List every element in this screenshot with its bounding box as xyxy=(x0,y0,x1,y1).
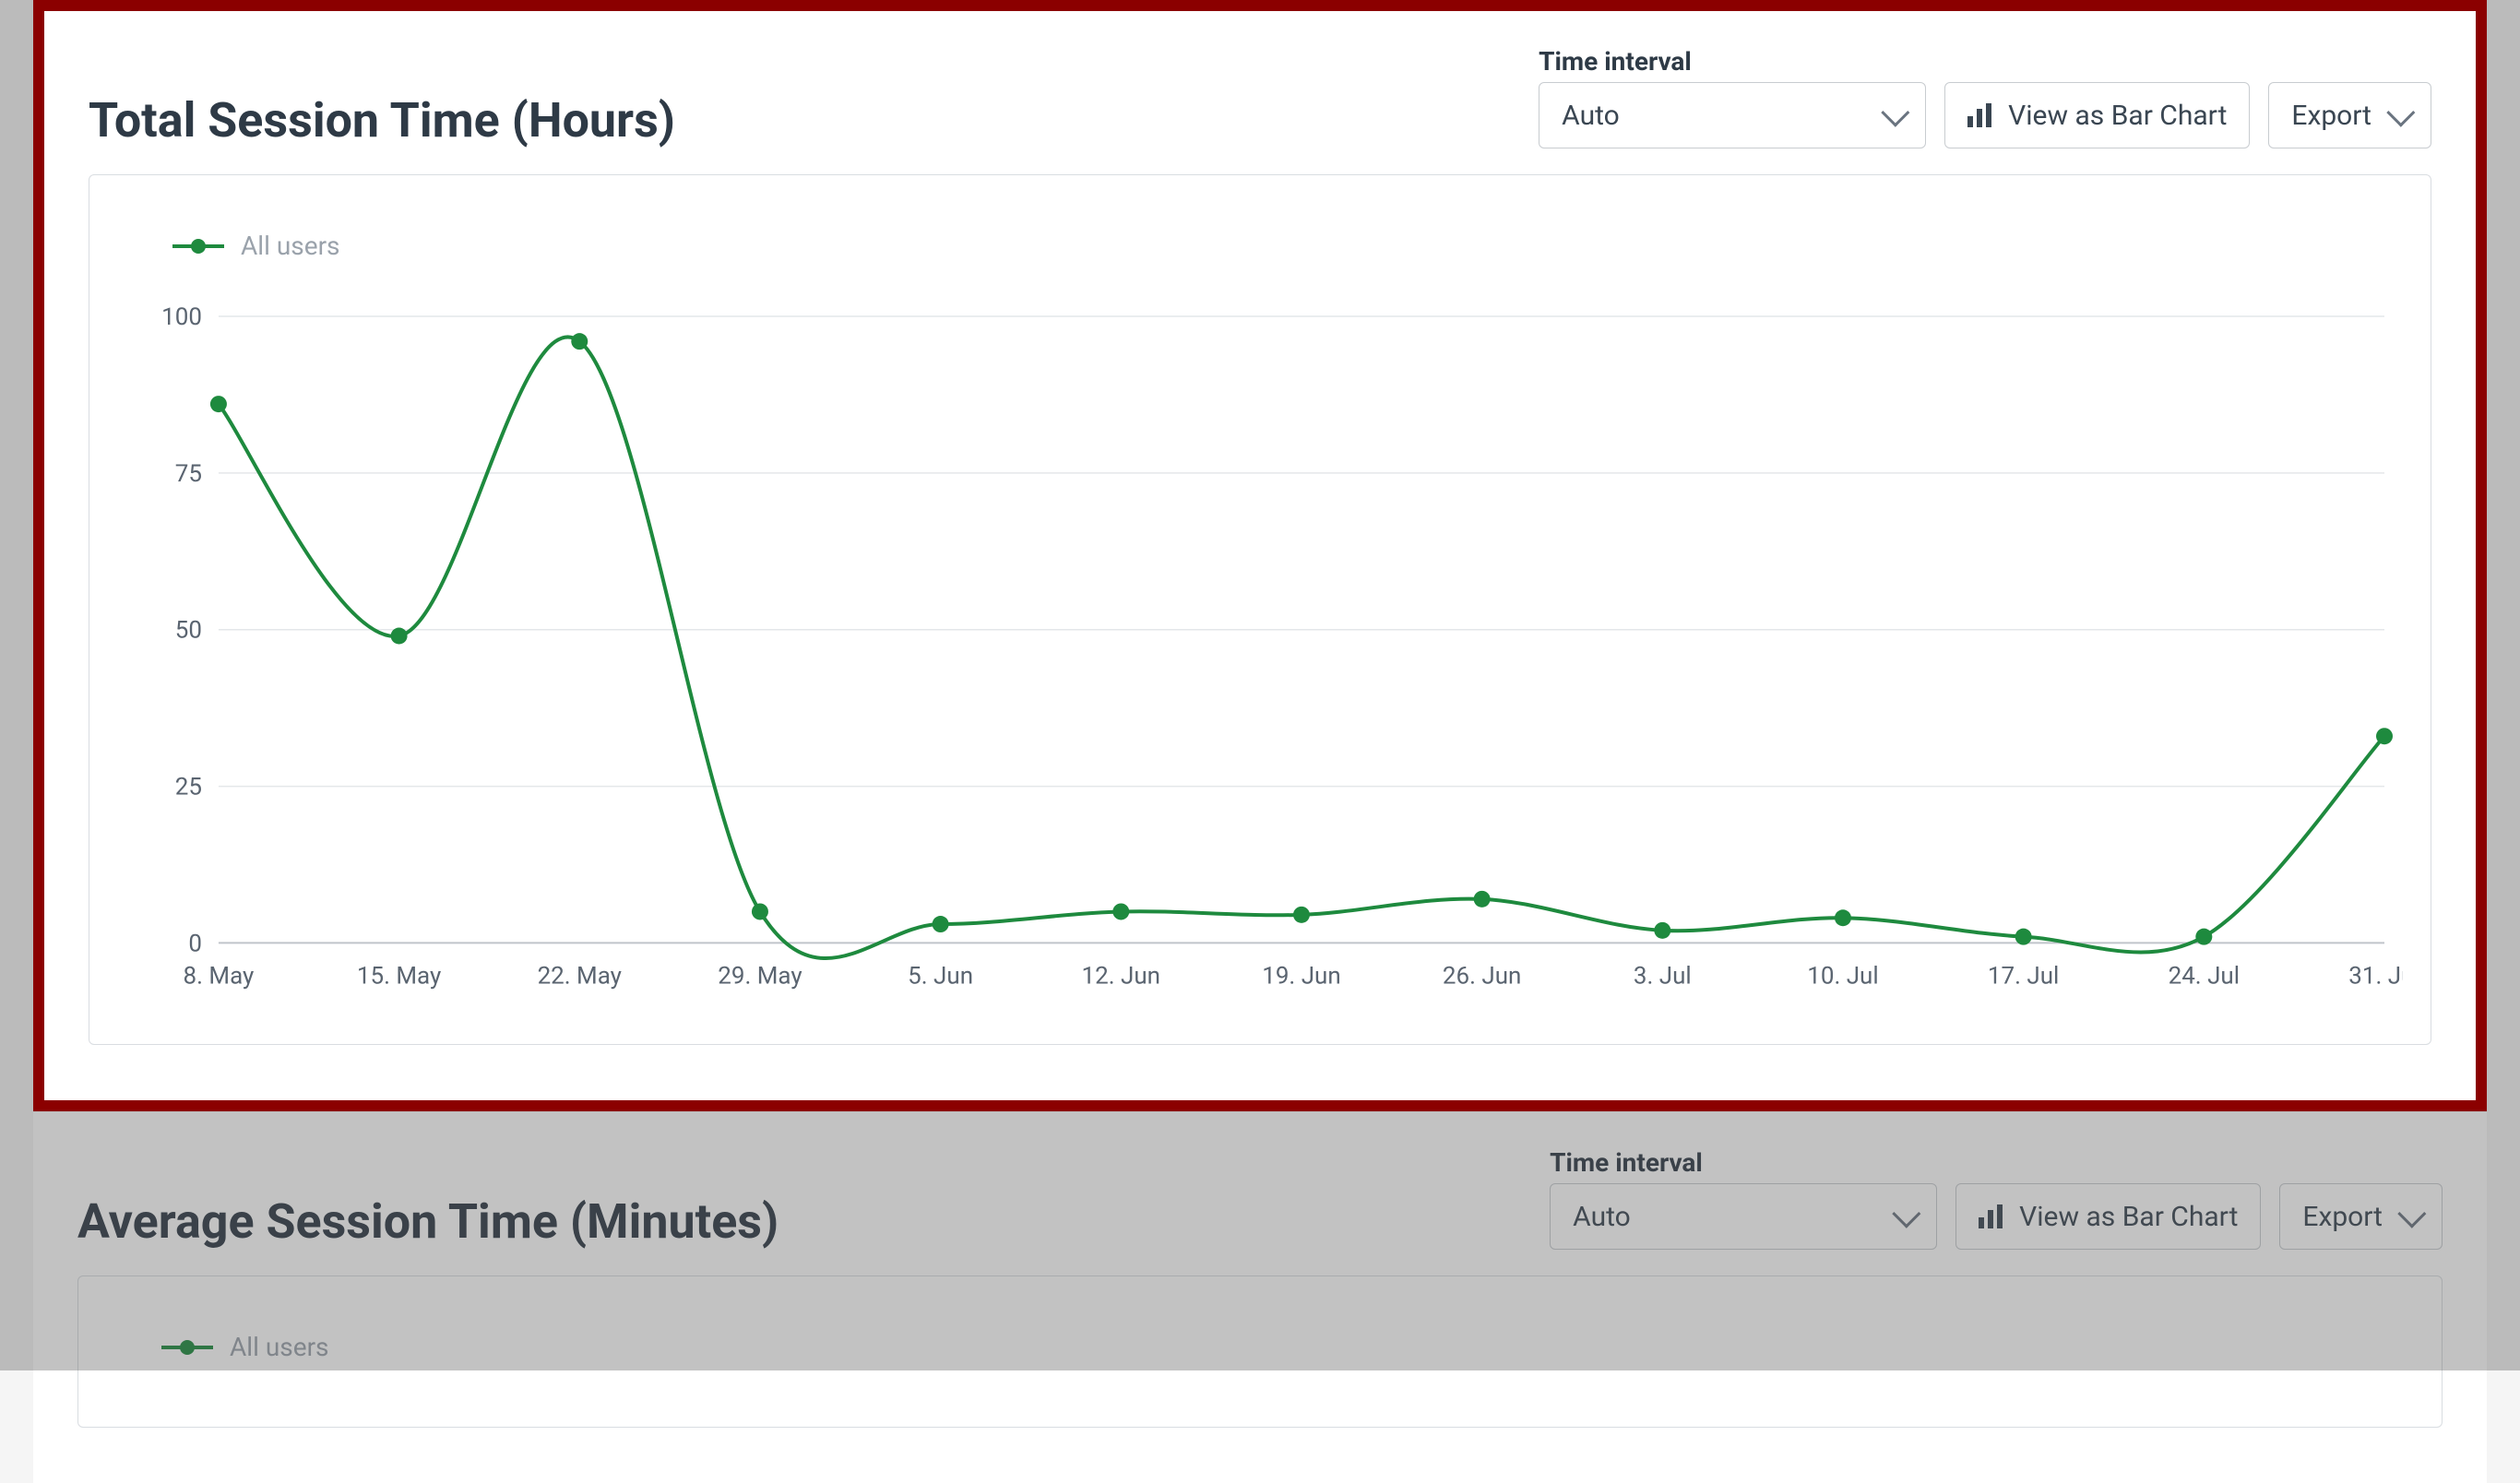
legend-label-1: All users xyxy=(241,231,340,261)
svg-text:25: 25 xyxy=(175,774,202,801)
chart-container-1: All users 0 25 50 75 100 8. May 15. May 22. May… xyxy=(89,174,2431,1045)
total-session-chart: 0 25 50 75 100 8. May 15. May 22. May 29. May 5. … xyxy=(117,298,2403,1016)
time-interval-group-1: Time interval Auto xyxy=(1539,46,1926,148)
svg-text:22. May: 22. May xyxy=(538,962,622,990)
svg-text:10. Jul: 10. Jul xyxy=(1807,962,1878,990)
svg-text:3. Jul: 3. Jul xyxy=(1634,962,1692,990)
svg-text:12. Jun: 12. Jun xyxy=(1082,962,1160,990)
time-interval-value-1: Auto xyxy=(1562,100,1620,132)
svg-text:15. May: 15. May xyxy=(357,962,441,990)
svg-text:17. Jul: 17. Jul xyxy=(1988,962,2059,990)
chart-legend-1[interactable]: All users xyxy=(172,231,2403,261)
export-label-1: Export xyxy=(2291,100,2371,132)
svg-text:26. Jun: 26. Jun xyxy=(1443,962,1521,990)
view-as-label-1: View as Bar Chart xyxy=(2008,100,2227,132)
panel-header-1: Total Session Time (Hours) Time interval… xyxy=(89,28,2431,148)
chevron-down-icon xyxy=(2386,99,2415,127)
svg-text:19. Jun: 19. Jun xyxy=(1262,962,1340,990)
bar-chart-icon xyxy=(1967,103,1991,127)
svg-text:0: 0 xyxy=(188,930,202,957)
legend-marker-icon xyxy=(172,237,224,255)
panel-title-1: Total Session Time (Hours) xyxy=(89,92,675,148)
chevron-down-icon xyxy=(1881,99,1909,127)
svg-text:24. Jul: 24. Jul xyxy=(2169,962,2240,990)
svg-text:8. May: 8. May xyxy=(184,962,255,990)
panel-controls-1: Time interval Auto View as Bar Chart Exp… xyxy=(1539,46,2431,148)
time-interval-label-1: Time interval xyxy=(1539,46,1926,77)
view-as-bar-chart-button-1[interactable]: View as Bar Chart xyxy=(1944,82,2250,148)
svg-text:5. Jun: 5. Jun xyxy=(908,962,973,990)
svg-text:50: 50 xyxy=(175,617,202,645)
export-button-1[interactable]: Export xyxy=(2268,82,2431,148)
svg-text:31. Jul: 31. Jul xyxy=(2348,962,2403,990)
svg-text:29. May: 29. May xyxy=(718,962,802,990)
svg-text:100: 100 xyxy=(161,303,202,331)
total-session-panel: Total Session Time (Hours) Time interval… xyxy=(33,0,2487,1111)
time-interval-select-1[interactable]: Auto xyxy=(1539,82,1926,148)
svg-text:75: 75 xyxy=(175,460,202,488)
